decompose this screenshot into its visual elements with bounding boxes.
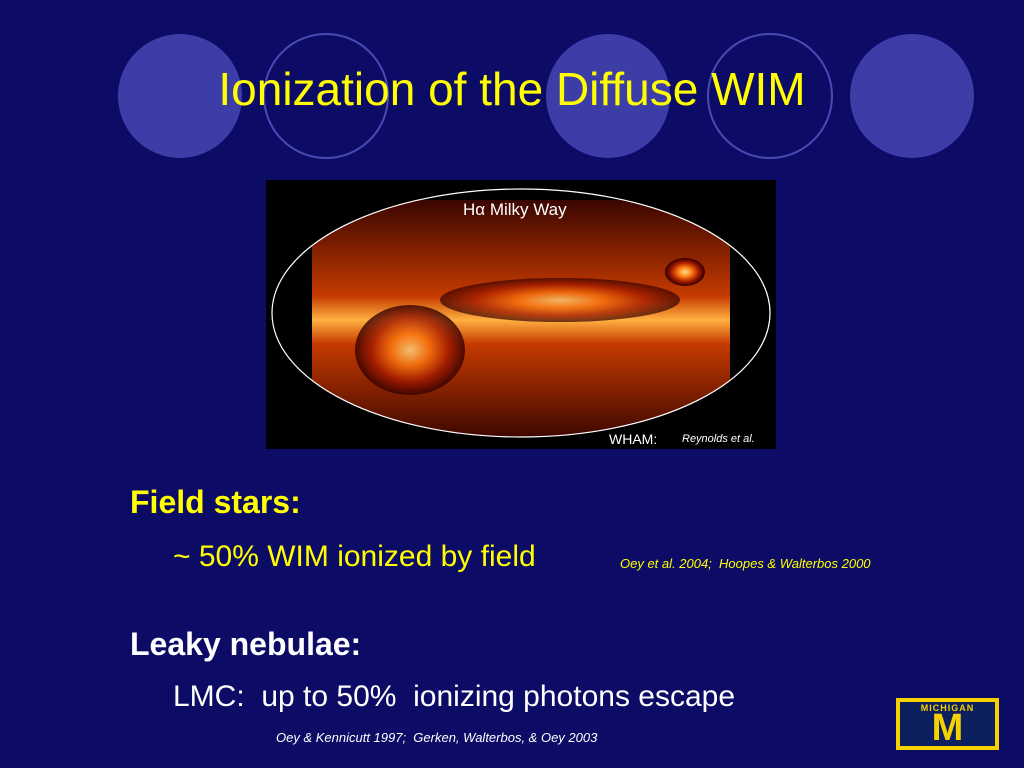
section-heading: Leaky nebulae:: [130, 626, 362, 662]
decor-circle: [546, 34, 670, 158]
decor-circle: [263, 33, 389, 159]
milky-way-image: [266, 180, 776, 449]
bullet-text: ~ 50% WIM ionized by field: [173, 540, 536, 573]
bullet-text: LMC: up to 50% ionizing photons escape: [173, 680, 736, 713]
figure-label: Hα Milky Way: [463, 200, 567, 219]
decor-circle: [707, 33, 833, 159]
michigan-logo: [896, 698, 999, 750]
slide-title: Ionization of the Diffuse WIM: [218, 63, 806, 115]
reference: Oey & Kennicutt 1997; Gerken, Walterbos,…: [276, 730, 598, 745]
decor-circle: [118, 34, 242, 158]
section-heading: Field stars:: [130, 484, 301, 520]
decor-circle: [850, 34, 974, 158]
figure-credit: Reynolds et al.: [682, 433, 755, 445]
reference: Oey et al. 2004; Hoopes & Walterbos 2000: [620, 556, 871, 571]
logo-wordmark: MICHIGAN: [920, 703, 975, 713]
logo-letter: M: [931, 707, 964, 749]
figure-credit-prefix: WHAM:: [609, 431, 658, 447]
